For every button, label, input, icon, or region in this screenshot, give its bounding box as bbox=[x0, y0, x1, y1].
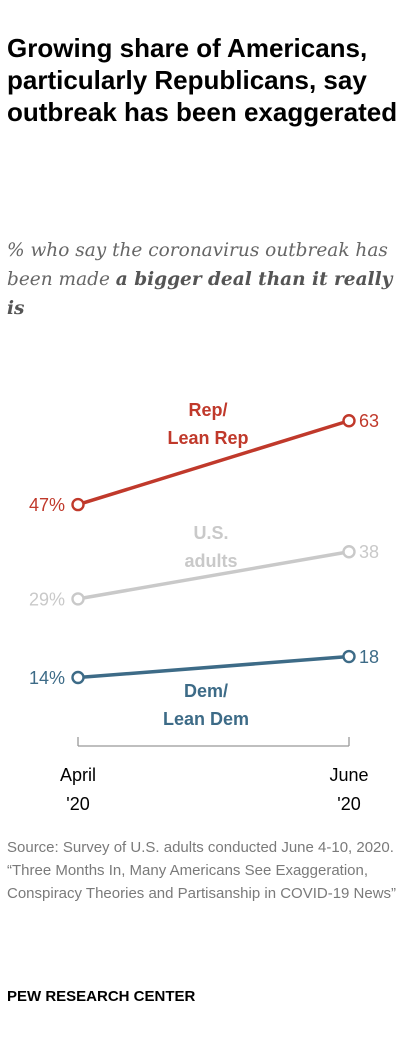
chart-title: Growing share of Americans, particularly… bbox=[7, 33, 398, 127]
x-tick-label-0-0: April bbox=[60, 765, 96, 785]
data-point-1-1 bbox=[342, 545, 356, 559]
brand-label: PEW RESEARCH CENTER bbox=[7, 988, 196, 1005]
chart-subtitle: % who say the coronavirus outbreak has b… bbox=[7, 236, 403, 323]
subtitle-emphasis: a bigger deal than it really is bbox=[7, 269, 393, 319]
series-name-2-1: Lean Dem bbox=[163, 709, 249, 729]
series-line-0 bbox=[77, 419, 350, 507]
data-label-1-1: 38 bbox=[359, 542, 379, 562]
data-point-0-1 bbox=[342, 414, 356, 428]
series-name-1-1: adults bbox=[184, 551, 237, 571]
series-line-1 bbox=[77, 550, 350, 601]
series-name-2-0: Dem/ bbox=[184, 681, 228, 701]
series-name-0-1: Lean Rep bbox=[167, 428, 248, 448]
series-name-1-0: U.S. bbox=[193, 523, 228, 543]
series-line-2 bbox=[77, 654, 350, 680]
subtitle-text: % who say the coronavirus outbreak has b… bbox=[7, 240, 388, 290]
data-point-2-1 bbox=[342, 649, 356, 664]
x-tick-label-0-1: '20 bbox=[66, 794, 89, 814]
x-tick-label-1-1: '20 bbox=[337, 794, 360, 814]
data-label-0-0: 47% bbox=[29, 495, 65, 515]
data-point-2-0 bbox=[71, 670, 85, 685]
data-label-2-0: 14% bbox=[29, 668, 65, 688]
data-label-1-0: 29% bbox=[29, 589, 65, 609]
citation-note: “Three Months In, Many Americans See Exa… bbox=[7, 862, 397, 902]
data-label-0-1: 63 bbox=[359, 411, 379, 431]
line-chart: April '20 June '20 47% 63 Rep/Lean Rep 29% 38 U.S… bbox=[29, 400, 379, 814]
series-name-0-0: Rep/ bbox=[188, 400, 227, 420]
x-tick-label-1-0: June bbox=[329, 765, 368, 785]
data-point-0-0 bbox=[71, 497, 85, 512]
data-label-2-1: 18 bbox=[359, 647, 379, 667]
source-note: Source: Survey of U.S. adults conducted … bbox=[7, 839, 394, 856]
data-point-1-0 bbox=[71, 592, 85, 606]
footer: Source: Survey of U.S. adults conducted … bbox=[7, 836, 399, 905]
